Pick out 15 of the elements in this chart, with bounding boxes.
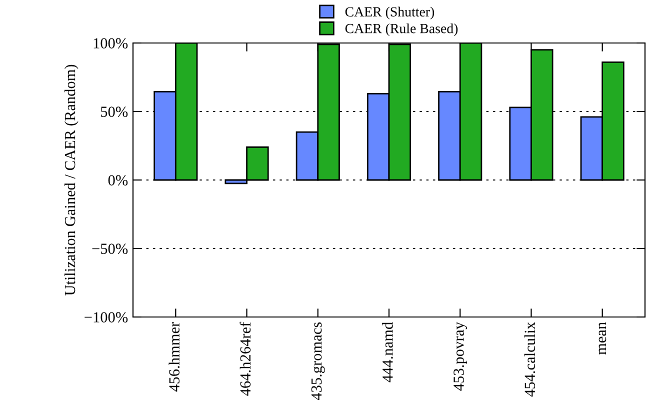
x-tick-label: 453.povray [454,322,468,391]
legend-label: CAER (Rule Based) [345,23,458,36]
y-tick-label: 0% [108,175,128,186]
x-tick-label: 456.hmmer [168,322,180,392]
legend-label: CAER (Shutter) [345,6,434,20]
x-tick-label: 444.namd [382,322,393,382]
y-tick-label: −100% [84,312,128,322]
x-tick-label: mean [598,322,606,355]
y-tick-label: 100% [94,38,128,48]
y-tick-label: 50% [101,106,128,117]
x-tick-label: 435.gromacs [311,322,325,400]
y-axis-title: Utilization Gained / CAER (Random) [64,64,78,296]
x-tick-label: 464.h264ref [240,322,251,396]
y-tick-label: −50% [92,244,128,254]
x-tick-label: 454.calculix [524,322,536,397]
